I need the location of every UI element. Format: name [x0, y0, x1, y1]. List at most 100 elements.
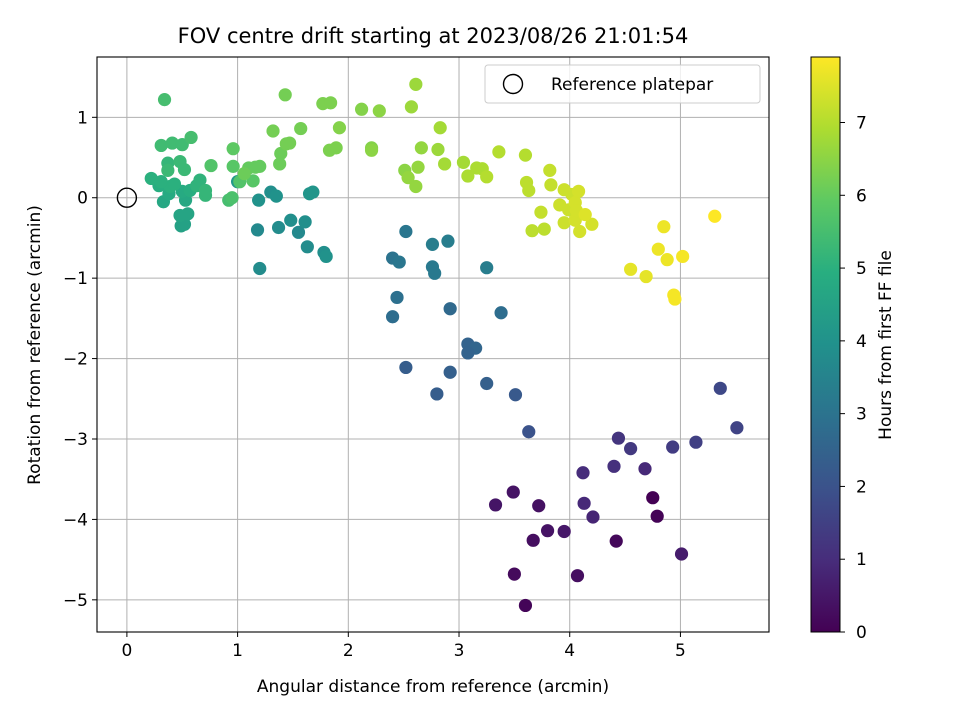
colorbar-gradient — [810, 56, 841, 633]
data-point — [657, 220, 671, 234]
data-point — [246, 174, 260, 188]
data-point — [438, 157, 452, 171]
data-point — [250, 223, 265, 237]
data-point — [184, 130, 198, 145]
legend-box — [484, 64, 761, 104]
data-point — [431, 142, 445, 157]
data-point — [300, 240, 314, 254]
data-point — [660, 253, 674, 267]
data-point — [157, 93, 172, 107]
colorbar-tick-label: 0 — [856, 623, 867, 643]
data-point — [557, 524, 571, 539]
data-point — [441, 234, 455, 248]
colorbar-tick-label: 7 — [856, 114, 867, 134]
data-point — [252, 193, 266, 207]
y-tick-label: 0 — [77, 189, 88, 209]
data-point — [506, 485, 520, 499]
data-point — [522, 183, 536, 198]
data-point — [443, 365, 457, 379]
data-point — [204, 158, 218, 173]
data-point — [544, 178, 558, 192]
x-tick-label: 3 — [454, 641, 465, 661]
data-point — [585, 217, 599, 231]
data-point — [492, 145, 506, 159]
data-point — [291, 225, 306, 239]
data-point — [532, 499, 546, 513]
data-point — [522, 425, 536, 439]
y-tick-label: 1 — [77, 108, 88, 128]
data-point — [390, 290, 404, 305]
reference-marker — [116, 187, 138, 208]
data-point — [666, 440, 680, 454]
data-point — [175, 138, 189, 152]
data-point — [638, 462, 652, 476]
data-point — [404, 100, 419, 114]
data-point — [708, 209, 722, 223]
data-point — [425, 237, 440, 251]
data-point — [364, 143, 379, 157]
data-point — [392, 255, 406, 269]
x-axis-label: Angular distance from reference (arcmin) — [257, 677, 609, 697]
data-point — [177, 162, 192, 177]
colorbar-tick-label: 2 — [856, 477, 867, 497]
data-point — [540, 524, 555, 538]
data-point — [577, 496, 591, 510]
y-tick-label: −3 — [63, 430, 88, 450]
data-point — [461, 169, 475, 183]
data-point — [624, 442, 638, 456]
data-point — [443, 302, 457, 316]
data-point — [225, 191, 239, 205]
data-point — [144, 171, 158, 186]
data-point — [284, 213, 298, 227]
data-point — [332, 121, 347, 135]
data-point — [461, 346, 475, 360]
plot-frame — [96, 56, 770, 633]
data-point — [639, 269, 653, 284]
data-point — [537, 222, 551, 236]
data-point — [409, 77, 423, 91]
data-point — [456, 155, 471, 169]
x-tick-label: 4 — [564, 641, 575, 661]
data-point — [399, 360, 413, 375]
data-point — [253, 261, 267, 276]
y-axis-label: Rotation from reference (arcmin) — [25, 205, 45, 485]
x-axis-ticks: 0 1 2 3 4 5 — [121, 632, 686, 661]
colorbar-tick-label: 6 — [856, 186, 867, 206]
data-point — [411, 160, 425, 174]
data-point — [433, 121, 447, 135]
data-point — [668, 292, 682, 306]
data-point — [165, 136, 179, 150]
data-point — [557, 216, 571, 230]
data-point — [181, 207, 195, 221]
data-point — [399, 224, 413, 239]
data-point — [278, 88, 292, 102]
data-point — [573, 224, 587, 239]
data-point — [323, 96, 338, 110]
data-point — [570, 569, 585, 583]
data-point — [507, 567, 521, 581]
data-point — [198, 183, 213, 198]
data-point — [518, 598, 533, 613]
data-point — [430, 387, 444, 401]
colorbar: 0 1 2 3 4 5 6 7 Hours from first FF file — [810, 56, 896, 643]
data-point — [283, 136, 297, 150]
data-point — [689, 435, 703, 449]
data-point — [674, 547, 689, 561]
legend-label: Reference platepar — [551, 75, 713, 95]
x-tick-label: 1 — [232, 641, 243, 661]
data-point — [578, 208, 592, 222]
data-point — [428, 266, 442, 280]
data-point — [494, 306, 508, 320]
data-point — [609, 534, 623, 548]
data-point — [571, 184, 586, 198]
y-tick-label: −4 — [63, 510, 88, 530]
data-point — [611, 431, 626, 445]
data-point — [298, 215, 312, 229]
data-point — [646, 491, 660, 505]
data-point — [676, 249, 690, 264]
data-point — [226, 142, 240, 156]
data-point — [480, 376, 494, 391]
y-axis-ticks: 1 0 −1 −2 −3 −4 −5 — [63, 108, 97, 611]
data-point — [319, 249, 333, 264]
